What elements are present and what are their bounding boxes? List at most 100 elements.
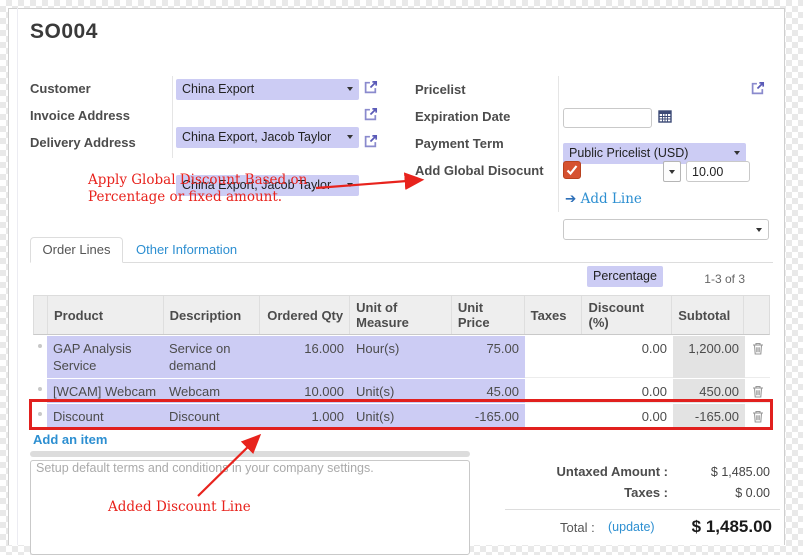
cell-price[interactable]: 45.00 xyxy=(452,379,525,403)
untaxed-amount-value: $ 1,485.00 xyxy=(710,465,770,479)
cell-product[interactable]: [WCAM] Webcam xyxy=(47,379,163,403)
discount-type-value: Percentage xyxy=(593,269,657,283)
delivery-address-open-record-icon[interactable] xyxy=(364,134,378,153)
cell-discount[interactable]: 0.00 xyxy=(583,379,673,403)
cell-qty[interactable]: 1.000 xyxy=(260,404,350,428)
pricelist-label: Pricelist xyxy=(415,82,466,97)
discount-amount-input[interactable] xyxy=(686,161,750,182)
chevron-down-icon xyxy=(347,183,353,187)
cell-handle[interactable] xyxy=(33,379,47,403)
cell-uom[interactable]: Unit(s) xyxy=(350,404,452,428)
global-discount-label: Add Global Disocunt xyxy=(415,163,544,178)
column-header-qty[interactable]: Ordered Qty xyxy=(260,296,351,334)
column-header-product[interactable]: Product xyxy=(48,296,164,334)
add-an-item-link[interactable]: Add an item xyxy=(33,432,108,447)
sheet-left-edge xyxy=(17,8,18,545)
trash-icon[interactable] xyxy=(752,410,764,423)
invoice-address-select[interactable]: China Export, Jacob Taylor xyxy=(176,127,359,148)
discount-type-dropdown-button[interactable] xyxy=(663,161,681,182)
tab-order-lines[interactable]: Order Lines xyxy=(30,237,123,263)
column-header-subtotal[interactable]: Subtotal xyxy=(672,296,745,334)
cell-subtotal[interactable]: -165.00 xyxy=(673,404,745,428)
cell-trash[interactable] xyxy=(745,336,770,378)
chevron-down-icon xyxy=(756,228,762,232)
cell-trash[interactable] xyxy=(745,379,770,403)
expiration-date-input[interactable] xyxy=(563,108,652,128)
annotation-global-discount: Apply Global Discount Based on Percentag… xyxy=(88,172,308,205)
cell-description[interactable]: Service on demand xyxy=(163,336,260,378)
cell-uom[interactable]: Unit(s) xyxy=(350,379,452,403)
cell-trash[interactable] xyxy=(745,404,770,428)
cell-taxes[interactable] xyxy=(525,336,583,378)
cell-product[interactable]: Discount xyxy=(47,404,163,428)
cell-uom[interactable]: Hour(s) xyxy=(350,336,452,378)
cell-price[interactable]: -165.00 xyxy=(452,404,525,428)
global-discount-checkbox[interactable] xyxy=(563,161,581,179)
chevron-down-icon xyxy=(347,135,353,139)
discount-type-select[interactable]: Percentage xyxy=(587,266,663,287)
cell-product[interactable]: GAP Analysis Service xyxy=(47,336,163,378)
pricelist-open-record-icon[interactable] xyxy=(751,81,765,100)
cell-handle[interactable] xyxy=(33,336,47,378)
add-line-link[interactable]: ➔ Add Line xyxy=(565,191,642,207)
column-header-taxes[interactable]: Taxes xyxy=(525,296,583,334)
chevron-down-icon xyxy=(669,170,675,174)
customer-open-record-icon[interactable] xyxy=(364,80,378,99)
table-header-row: Product Description Ordered Qty Unit of Mea… xyxy=(33,295,770,335)
cell-price[interactable]: 75.00 xyxy=(452,336,525,378)
cell-taxes[interactable] xyxy=(525,379,583,403)
invoice-address-value: China Export, Jacob Taylor xyxy=(182,130,332,144)
check-icon xyxy=(566,165,578,176)
taxes-value: $ 0.00 xyxy=(735,486,770,500)
form-divider-right xyxy=(558,76,559,212)
pricelist-value: Public Pricelist (USD) xyxy=(569,146,689,160)
taxes-label: Taxes : xyxy=(624,485,668,500)
pricelist-select[interactable]: Public Pricelist (USD) xyxy=(563,143,746,164)
cell-handle[interactable] xyxy=(33,404,47,428)
table-row[interactable]: [WCAM] Webcam Webcam 10.000 Unit(s) 45.00 0.0… xyxy=(33,379,770,403)
tab-other-information[interactable]: Other Information xyxy=(136,242,238,257)
calendar-icon[interactable] xyxy=(658,109,672,128)
notes-resize-handle[interactable] xyxy=(30,451,470,457)
order-lines-table: Product Description Ordered Qty Unit of Mea… xyxy=(33,295,770,428)
update-total-link[interactable]: (update) xyxy=(608,520,655,534)
invoice-address-open-record-icon[interactable] xyxy=(364,107,378,126)
page-title: SO004 xyxy=(30,20,98,43)
column-header-description[interactable]: Description xyxy=(164,296,261,334)
chevron-down-icon xyxy=(347,87,353,91)
column-header-empty xyxy=(34,296,48,334)
cell-qty[interactable]: 10.000 xyxy=(260,379,350,403)
drag-handle-icon xyxy=(38,412,42,416)
payment-term-select[interactable] xyxy=(563,219,769,240)
column-header-empty xyxy=(744,296,769,334)
column-header-price[interactable]: Unit Price xyxy=(452,296,525,334)
customer-select[interactable]: China Export xyxy=(176,79,359,100)
cell-discount[interactable]: 0.00 xyxy=(583,336,673,378)
drag-handle-icon xyxy=(38,344,42,348)
pager[interactable]: 1-3 of 3 xyxy=(704,272,745,286)
trash-icon[interactable] xyxy=(752,385,764,398)
delivery-address-label: Delivery Address xyxy=(30,135,136,150)
column-header-uom[interactable]: Unit of Measure xyxy=(350,296,452,334)
cell-description[interactable]: Discount xyxy=(163,404,260,428)
cell-subtotal[interactable]: 450.00 xyxy=(673,379,745,403)
expiration-date-label: Expiration Date xyxy=(415,109,511,124)
invoice-address-label: Invoice Address xyxy=(30,108,130,123)
arrow-right-icon: ➔ xyxy=(565,191,577,207)
add-line-label: Add Line xyxy=(580,191,642,207)
table-row[interactable]: Discount Discount 1.000 Unit(s) -165.00 0.00-… xyxy=(33,404,770,428)
total-label: Total : xyxy=(560,520,595,535)
cell-taxes[interactable] xyxy=(525,404,583,428)
drag-handle-icon xyxy=(38,387,42,391)
cell-description[interactable]: Webcam xyxy=(163,379,260,403)
cell-subtotal[interactable]: 1,200.00 xyxy=(673,336,745,378)
column-header-discount[interactable]: Discount (%) xyxy=(582,296,673,334)
trash-icon[interactable] xyxy=(752,342,764,355)
total-value: $ 1,485.00 xyxy=(691,517,772,536)
delivery-address-select[interactable]: China Export, Jacob Taylor xyxy=(176,175,359,196)
cell-qty[interactable]: 16.000 xyxy=(260,336,350,378)
customer-label: Customer xyxy=(30,81,91,96)
table-row[interactable]: GAP Analysis Service Service on demand 16.… xyxy=(33,336,770,378)
tabbar-border xyxy=(30,262,773,263)
cell-discount[interactable]: 0.00 xyxy=(583,404,673,428)
